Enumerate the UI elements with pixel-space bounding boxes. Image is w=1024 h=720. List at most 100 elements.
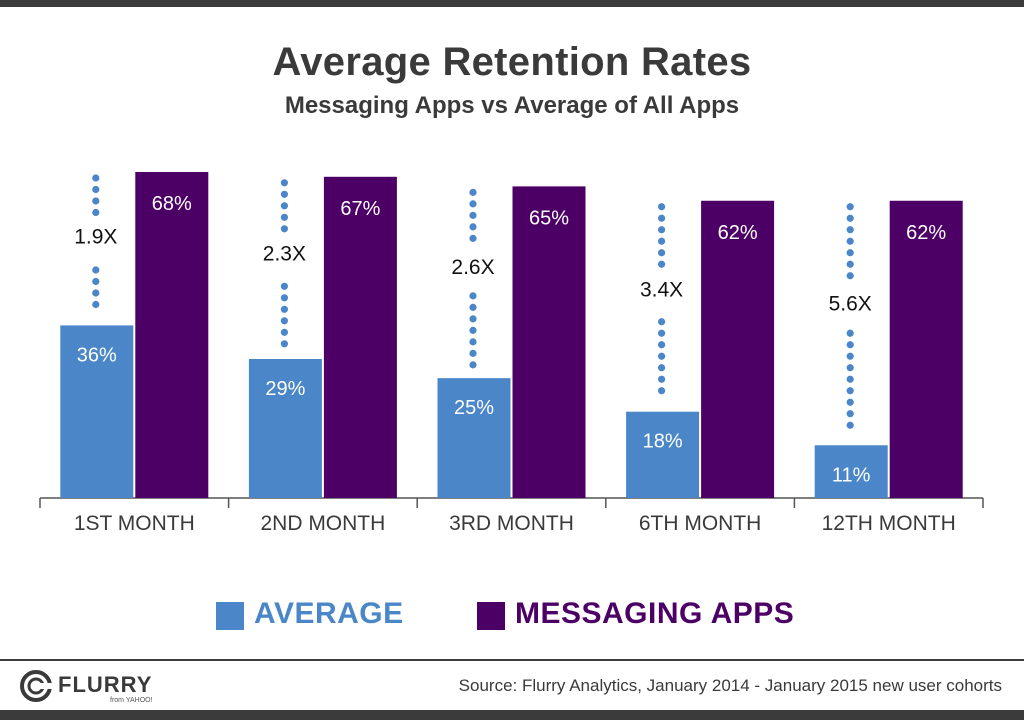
flurry-logo-icon — [20, 670, 52, 702]
multiplier-dot — [658, 214, 666, 222]
multiplier-dot — [658, 387, 666, 395]
multiplier-dot — [846, 260, 854, 268]
multiplier-dot — [469, 349, 477, 357]
multiplier-dot — [658, 203, 666, 211]
bar-messaging — [323, 176, 397, 498]
multiplier-dot — [658, 237, 666, 245]
multiplier-dot — [846, 375, 854, 383]
multiplier-label: 2.6X — [451, 256, 494, 279]
legend-label-average: AVERAGE — [254, 597, 404, 630]
bar-label-messaging: 65% — [529, 207, 569, 229]
multiplier-dot — [92, 289, 100, 297]
multiplier-dot — [280, 202, 288, 210]
bottom-border — [0, 710, 1024, 720]
source-note: Source: Flurry Analytics, January 2014 -… — [458, 676, 1002, 695]
bar-label-average: 36% — [77, 344, 117, 366]
multiplier-dot — [846, 341, 854, 349]
multiplier-dot — [658, 226, 666, 234]
multiplier-dot — [469, 211, 477, 219]
multiplier-dot — [846, 352, 854, 360]
x-tick-label: 1ST MONTH — [74, 512, 195, 535]
multiplier-dot — [280, 340, 288, 348]
multiplier-dot — [846, 364, 854, 372]
multiplier-dot — [280, 317, 288, 325]
multiplier-dot — [846, 226, 854, 234]
multiplier-dot — [846, 203, 854, 211]
multiplier-dot — [846, 214, 854, 222]
multiplier-dot — [846, 421, 854, 429]
multiplier-dot — [846, 249, 854, 257]
legend-swatch-messaging — [477, 602, 505, 630]
bar-average — [814, 445, 888, 498]
multiplier-dot — [92, 174, 100, 182]
x-tick-label: 6TH MONTH — [639, 512, 762, 535]
multiplier-dot — [92, 185, 100, 194]
multiplier-dot — [92, 266, 100, 274]
multiplier-dot — [658, 364, 666, 372]
multiplier-dot — [469, 315, 477, 323]
bar-messaging — [512, 186, 586, 498]
multiplier-dot — [469, 361, 477, 369]
multiplier-dot — [280, 328, 288, 336]
retention-bar-chart: 1ST MONTH 36% 68% 1.9X 2ND MONTH 29% 67% 2.3X 3R… — [39, 172, 984, 535]
multiplier-dot — [469, 326, 477, 334]
multiplier-dot — [469, 292, 477, 300]
multiplier-dot — [469, 234, 477, 242]
multiplier-dot — [92, 208, 100, 217]
multiplier-label: 1.9X — [74, 226, 117, 249]
bar-label-average: 29% — [265, 378, 305, 400]
multiplier-dot — [846, 410, 854, 418]
multiplier-dot — [280, 213, 288, 221]
legend-label-messaging: MESSAGING APPS — [515, 597, 795, 630]
multiplier-dot — [658, 352, 666, 360]
multiplier-dot — [658, 249, 666, 257]
multiplier-dot — [469, 223, 477, 231]
bar-label-messaging: 62% — [906, 222, 946, 244]
bar-label-messaging: 68% — [152, 193, 192, 215]
multiplier-dot — [846, 398, 854, 406]
bar-average — [60, 325, 134, 498]
multiplier-dot — [92, 197, 100, 205]
multiplier-dot — [280, 179, 288, 187]
flurry-logo: FLURRY from YAHOO! — [20, 670, 160, 706]
multiplier-dot — [658, 341, 666, 349]
multiplier-dot — [280, 190, 288, 198]
bar-label-messaging: 62% — [718, 222, 758, 244]
bar-average — [437, 378, 511, 498]
multiplier-dot — [658, 375, 666, 383]
multiplier-dot — [846, 387, 854, 395]
multiplier-dot — [658, 260, 666, 268]
legend-swatch-average — [216, 602, 244, 630]
bar-messaging — [701, 200, 775, 498]
multiplier-dot — [658, 329, 666, 337]
multiplier-dot — [92, 277, 100, 286]
top-border — [0, 0, 1024, 7]
multiplier-dot — [280, 305, 288, 313]
bar-average — [626, 411, 700, 498]
multiplier-label: 2.3X — [263, 243, 306, 266]
flurry-logo-text: FLURRY — [58, 672, 153, 697]
multiplier-dot — [280, 282, 288, 290]
bar-label-average: 11% — [832, 464, 871, 486]
multiplier-dot — [469, 303, 477, 311]
bar-messaging — [135, 172, 209, 498]
multiplier-label: 3.4X — [640, 279, 683, 302]
x-tick-label: 12TH MONTH — [822, 512, 956, 535]
bar-label-messaging: 67% — [340, 198, 380, 220]
x-tick-label: 2ND MONTH — [260, 512, 385, 535]
bar-label-average: 25% — [454, 397, 494, 419]
bar-label-average: 18% — [643, 431, 683, 453]
multiplier-dot — [92, 300, 100, 309]
flurry-logo-subtext: from YAHOO! — [110, 697, 153, 704]
x-tick-label: 3RD MONTH — [449, 512, 574, 535]
multiplier-dot — [469, 200, 477, 208]
multiplier-dot — [469, 338, 477, 346]
multiplier-dot — [280, 225, 288, 233]
multiplier-dot — [846, 237, 854, 245]
multiplier-dot — [469, 188, 477, 196]
chart-title: Average Retention Rates — [272, 40, 752, 84]
multiplier-dot — [846, 329, 854, 337]
multiplier-dot — [280, 294, 288, 302]
footer-divider — [0, 659, 1024, 661]
bar-messaging — [889, 200, 963, 498]
